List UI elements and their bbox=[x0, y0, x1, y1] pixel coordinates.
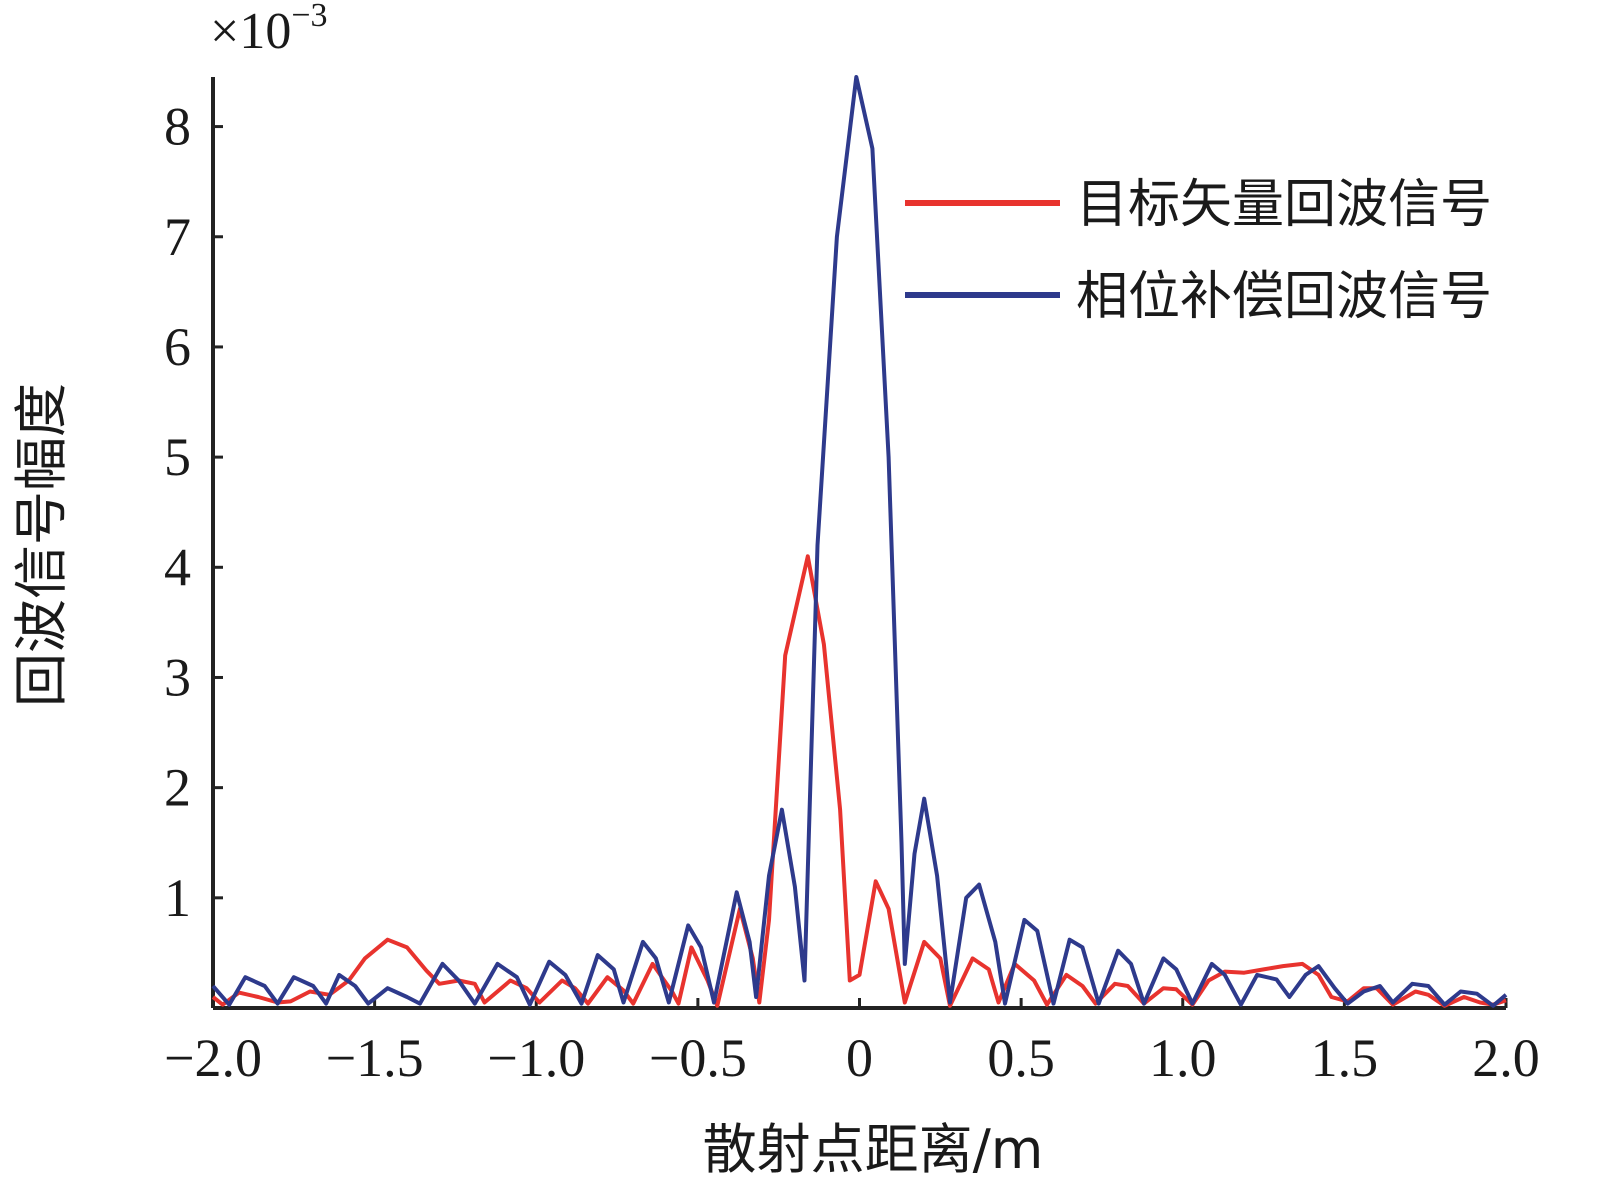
legend-label-target-vector: 目标矢量回波信号 bbox=[1076, 175, 1492, 235]
x-axis-ticks: −2.0 −1.5 −1.0 −0.5 0 0.5 1.0 1.5 2.0 bbox=[164, 998, 1540, 1088]
x-tick-label: −1.5 bbox=[326, 1028, 424, 1088]
y-axis-ticks: 1 2 3 4 5 6 7 8 bbox=[164, 97, 223, 928]
legend-item-target-vector: 目标矢量回波信号 bbox=[905, 175, 1492, 235]
y-tick-label: 8 bbox=[164, 97, 191, 157]
legend-label-phase-compensated: 相位补偿回波信号 bbox=[1076, 267, 1492, 327]
y-axis-title: 回波信号幅度 bbox=[10, 383, 73, 707]
y-tick-label: 2 bbox=[164, 758, 191, 818]
x-tick-label: −2.0 bbox=[164, 1028, 262, 1088]
y-tick-label: 7 bbox=[164, 207, 191, 267]
series-line-target-vector bbox=[211, 554, 1507, 1008]
x-axis-title: 散射点距离/m bbox=[703, 1118, 1044, 1181]
x-tick-label: −0.5 bbox=[649, 1028, 747, 1088]
y-tick-label: 1 bbox=[164, 868, 191, 928]
legend: 目标矢量回波信号 相位补偿回波信号 bbox=[905, 175, 1492, 327]
y-multiplier-exponent: −3 bbox=[291, 0, 327, 34]
y-tick-label: 4 bbox=[164, 537, 191, 597]
x-tick-label: 0 bbox=[846, 1028, 873, 1088]
x-tick-label: −1.0 bbox=[487, 1028, 585, 1088]
series-line-phase-compensated bbox=[211, 75, 1508, 1008]
x-tick-label: 1.0 bbox=[1149, 1028, 1217, 1088]
y-multiplier: ×10−3 bbox=[210, 0, 328, 60]
series-layer bbox=[211, 75, 1508, 1008]
y-tick-label: 3 bbox=[164, 647, 191, 707]
x-tick-label: 0.5 bbox=[987, 1028, 1055, 1088]
legend-item-phase-compensated: 相位补偿回波信号 bbox=[905, 267, 1492, 327]
y-multiplier-base: ×10 bbox=[210, 3, 291, 60]
x-tick-label: 1.5 bbox=[1311, 1028, 1379, 1088]
y-tick-label: 5 bbox=[164, 427, 191, 487]
x-tick-label: 2.0 bbox=[1472, 1028, 1540, 1088]
y-tick-label: 6 bbox=[164, 317, 191, 377]
plot-area: −2.0 −1.5 −1.0 −0.5 0 0.5 1.0 1.5 2.0 1 2 3 4 5 6 7 8 bbox=[164, 75, 1540, 1088]
